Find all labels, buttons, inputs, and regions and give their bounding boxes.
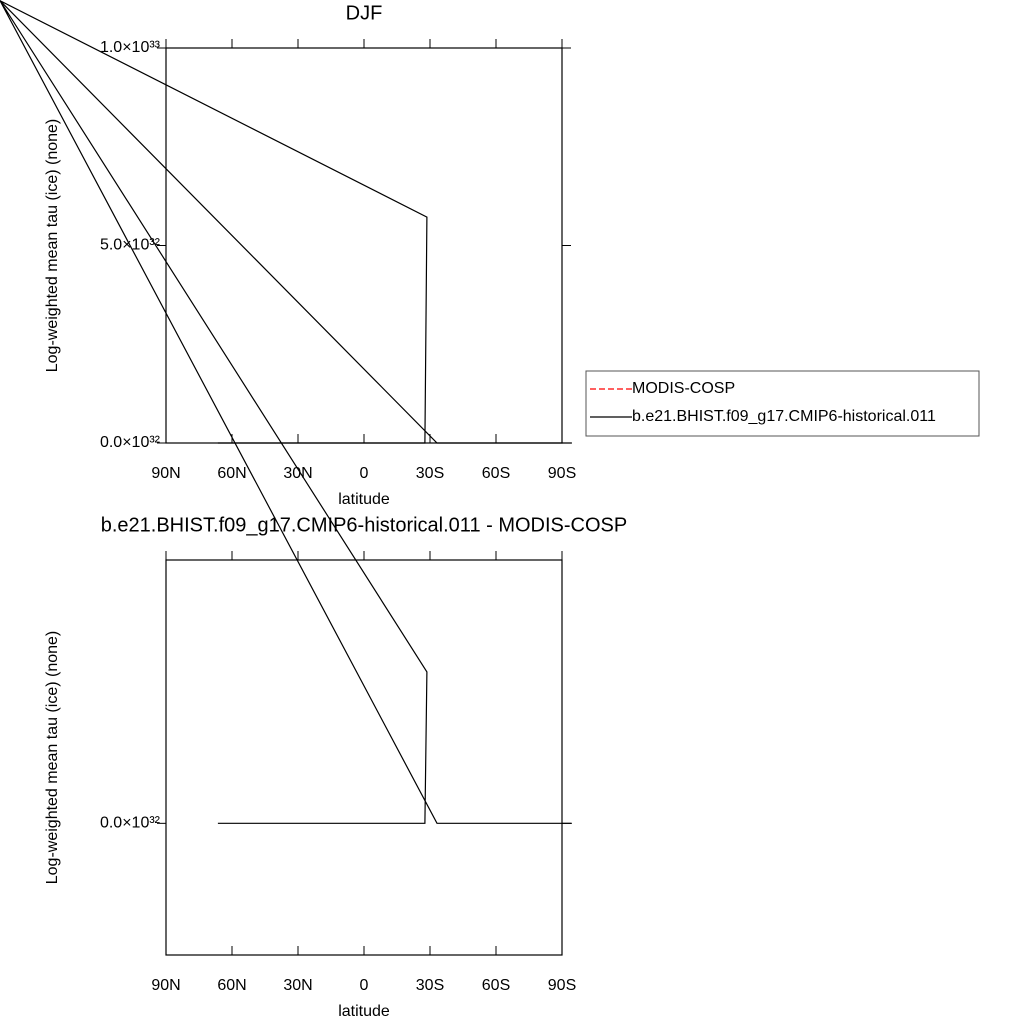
y-tick-label: 0.0×10³² bbox=[100, 815, 161, 832]
x-tick-label: 90N bbox=[151, 977, 180, 994]
x-tick-label: 60S bbox=[482, 977, 510, 994]
x-tick-label: 30S bbox=[416, 977, 444, 994]
x-tick-label: 30N bbox=[283, 977, 312, 994]
x-tick-label: 90S bbox=[548, 977, 576, 994]
chart-title: b.e21.BHIST.f09_g17.CMIP6-historical.011… bbox=[101, 514, 628, 536]
x-tick-label: 30N bbox=[283, 465, 312, 482]
data-line bbox=[0, 0, 572, 444]
data-line bbox=[0, 0, 572, 824]
x-tick-label: 90S bbox=[548, 465, 576, 482]
x-tick-label: 60S bbox=[482, 465, 510, 482]
legend-label: b.e21.BHIST.f09_g17.CMIP6-historical.011 bbox=[632, 408, 936, 425]
plot-frame bbox=[165, 559, 563, 956]
y-tick-label: 0.0×10³² bbox=[100, 434, 161, 451]
chart-title: DJF bbox=[346, 2, 383, 24]
x-axis-label: latitude bbox=[338, 491, 390, 508]
y-tick-label: 1.0×10³³ bbox=[100, 39, 161, 56]
y-axis-label: Log-weighted mean tau (ice) (none) bbox=[44, 631, 61, 884]
legend-box bbox=[585, 370, 980, 437]
x-tick-label: 60N bbox=[217, 465, 246, 482]
x-tick-label: 60N bbox=[217, 977, 246, 994]
x-tick-label: 0 bbox=[360, 977, 369, 994]
x-axis-label: latitude bbox=[338, 1003, 390, 1020]
plot-frame bbox=[165, 47, 563, 444]
y-axis-label: Log-weighted mean tau (ice) (none) bbox=[44, 119, 61, 372]
x-tick-label: 0 bbox=[360, 465, 369, 482]
x-tick-label: 90N bbox=[151, 465, 180, 482]
x-tick-label: 30S bbox=[416, 465, 444, 482]
legend-label: MODIS-COSP bbox=[632, 380, 735, 397]
